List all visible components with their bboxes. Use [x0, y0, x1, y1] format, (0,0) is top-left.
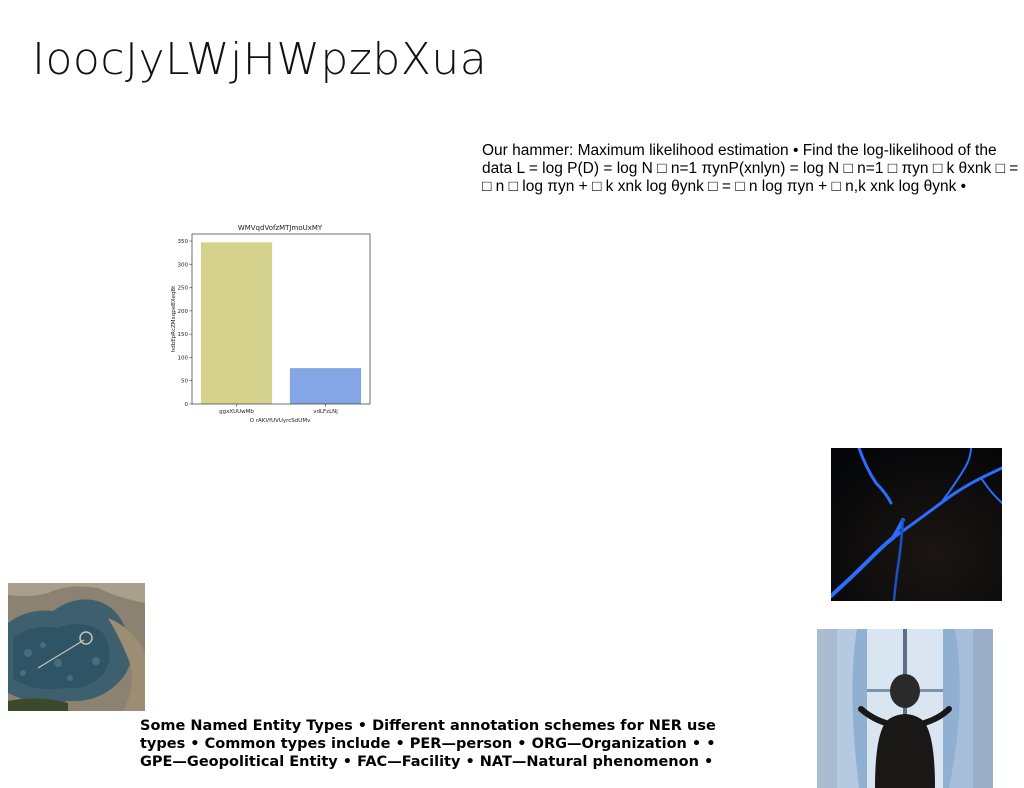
y-tick-label: 150: [178, 332, 189, 338]
bar-ggxXUUwMb: [200, 242, 273, 404]
chart-title: WMVqdVofzMTJmoUxMY: [238, 224, 323, 232]
x-axis-label: O rAKVfUVUyrcSdUMv: [250, 418, 311, 424]
dark-crack-photo: [831, 448, 1002, 601]
dark-crack-image: [831, 448, 1002, 601]
x-tick-label: vdLFzLNj: [313, 409, 338, 415]
bar-chart-svg: WMVqdVofzMTJmoUxMY 0 50 100 150 200 250 300 350…: [171, 224, 371, 424]
window-photo: [817, 629, 993, 788]
ner-types-paragraph: Some Named Entity Types • Different anno…: [140, 718, 716, 770]
likelihood-paragraph: Our hammer: Maximum likelihood estimatio…: [482, 142, 1019, 195]
slide-title: IoocJyLWjHWpzbXua: [32, 34, 488, 85]
y-tick-label: 50: [181, 379, 188, 385]
y-tick-label: 200: [178, 309, 189, 315]
x-tick-label: ggxXUUwMb: [219, 409, 254, 415]
aerial-photo: [8, 583, 145, 711]
window-image: [817, 629, 993, 788]
y-tick-label: 0: [185, 402, 189, 408]
y-tick-label: 100: [178, 355, 189, 361]
bar-vdLFzLNj: [289, 368, 362, 404]
y-tick-label: 250: [178, 286, 189, 292]
bar-chart: WMVqdVofzMTJmoUxMY 0 50 100 150 200 250 300 350…: [166, 220, 378, 440]
y-axis-label: hdbEpRcZMxqpeBXeqBt: [171, 285, 177, 352]
plot-frame: [191, 233, 371, 405]
y-tick-label: 300: [178, 262, 189, 268]
aerial-image: [8, 583, 145, 711]
y-tick-label: 350: [178, 239, 189, 245]
